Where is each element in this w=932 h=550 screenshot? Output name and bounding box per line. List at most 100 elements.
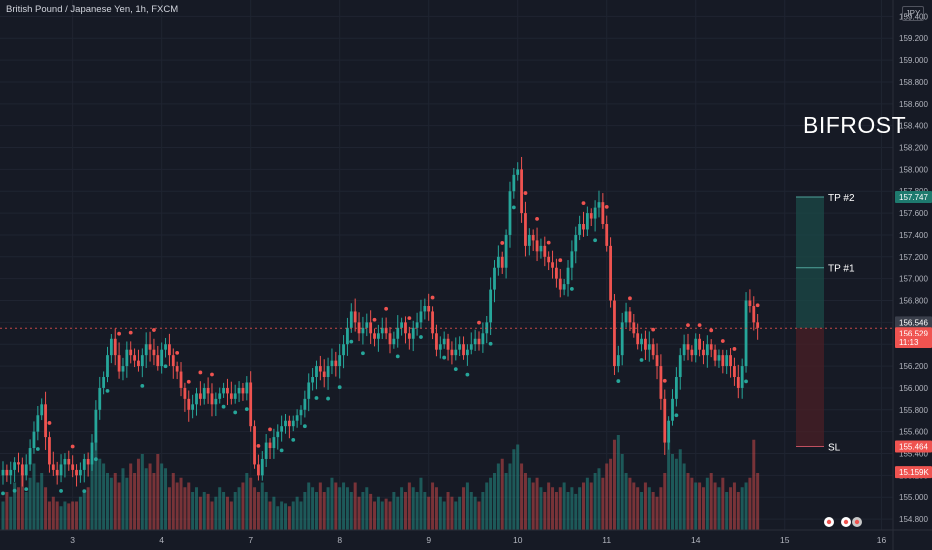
volume-bar	[71, 501, 75, 530]
candle-body	[555, 267, 558, 279]
volume-bar	[705, 477, 709, 530]
volume-bar	[171, 473, 175, 530]
candle-body	[311, 377, 314, 383]
candle-body	[253, 426, 256, 465]
indicator-dot	[244, 407, 249, 412]
volume-bar	[740, 487, 744, 530]
indicator-dot	[639, 358, 644, 362]
volume-bar	[446, 492, 450, 530]
candle-body	[357, 322, 361, 334]
candle-body	[75, 469, 78, 476]
indicator-dot	[279, 448, 284, 453]
candle-body	[717, 355, 721, 361]
profit-zone	[796, 197, 824, 329]
volume-bar	[624, 473, 628, 530]
volume-bar	[396, 496, 400, 530]
candle-body	[55, 469, 59, 476]
volume-bar	[465, 482, 469, 530]
candle-body	[446, 338, 450, 350]
volume-bar	[403, 492, 407, 530]
volume-bar	[179, 477, 183, 530]
event-marker-dot	[826, 519, 832, 525]
volume-bar	[32, 463, 36, 530]
volume-bar	[222, 492, 226, 530]
candle-body	[284, 420, 287, 427]
volume-bar	[574, 493, 578, 530]
symbol-title: British Pound / Japanese Yen, 1h, FXCM	[6, 4, 179, 15]
volume-bar	[113, 473, 117, 530]
candle-body	[462, 344, 465, 356]
candle-body	[500, 256, 504, 268]
y-tick-label: 154.800	[899, 515, 928, 524]
volume-bar	[601, 477, 605, 530]
indicator-dot	[442, 355, 447, 360]
volume-bar	[160, 463, 164, 530]
volume-bar	[477, 501, 481, 530]
volume-bar	[431, 482, 435, 530]
volume-bar	[55, 501, 59, 530]
candle-body	[71, 464, 75, 470]
y-tick-label: 157.200	[899, 253, 928, 262]
level-label: TP #1	[828, 264, 855, 275]
candle-body	[423, 305, 427, 312]
candle-body	[628, 311, 632, 323]
volume-bar	[694, 482, 698, 530]
candle-body	[659, 366, 663, 399]
volume-bar	[1, 501, 5, 530]
volume-bar	[117, 482, 121, 530]
volume-bar	[736, 492, 740, 530]
candle-body	[32, 431, 36, 449]
candle-body	[206, 387, 210, 394]
indicator-dot	[569, 287, 574, 291]
volume-bar	[543, 492, 547, 530]
volume-bar	[287, 506, 291, 530]
volume-bar	[454, 501, 458, 530]
volume-bar	[690, 477, 694, 530]
event-marker-dot	[854, 519, 860, 525]
volume-bar	[210, 501, 214, 530]
volume-bar	[636, 487, 640, 530]
y-tick-label: 158.600	[899, 100, 928, 109]
indicator-dot	[709, 328, 714, 333]
candle-body	[585, 213, 589, 230]
volume-bar	[218, 487, 222, 530]
volume-bar	[245, 473, 249, 530]
candle-body	[744, 300, 748, 367]
volume-bar	[98, 458, 102, 530]
indicator-dot	[24, 487, 29, 492]
candle-body	[613, 300, 616, 367]
candle-body	[589, 213, 593, 219]
level-label: TP #2	[828, 193, 855, 204]
volume-bar	[78, 496, 82, 530]
volume-bar	[659, 487, 663, 530]
candle-body	[20, 464, 24, 476]
volume-bar	[241, 482, 245, 530]
indicator-dot	[662, 378, 667, 383]
volume-bar	[380, 501, 384, 530]
candle-body	[407, 333, 411, 339]
y-tick-label: 157.600	[899, 209, 928, 218]
candle-body	[562, 284, 566, 290]
volume-bar	[419, 477, 423, 530]
volume-bar	[233, 492, 237, 530]
candle-body	[597, 202, 601, 208]
currency-badge[interactable]: JPY	[902, 6, 924, 21]
candle-body	[682, 344, 686, 356]
volume-bar	[450, 496, 454, 530]
candle-body	[493, 267, 496, 290]
volume-bar	[651, 492, 655, 530]
volume-bar	[748, 477, 752, 530]
volume-bar	[90, 454, 94, 530]
candle-body	[222, 387, 225, 394]
indicator-dot	[593, 238, 598, 243]
candle-body	[299, 409, 303, 416]
volume-bar	[133, 473, 137, 530]
y-tick-label: 159.400	[899, 12, 928, 21]
candle-body	[644, 338, 647, 350]
volume-bar	[686, 473, 690, 530]
candle-body	[318, 366, 322, 372]
candle-body	[338, 355, 342, 367]
volume-bar	[427, 496, 431, 530]
volume-bar	[671, 454, 675, 530]
